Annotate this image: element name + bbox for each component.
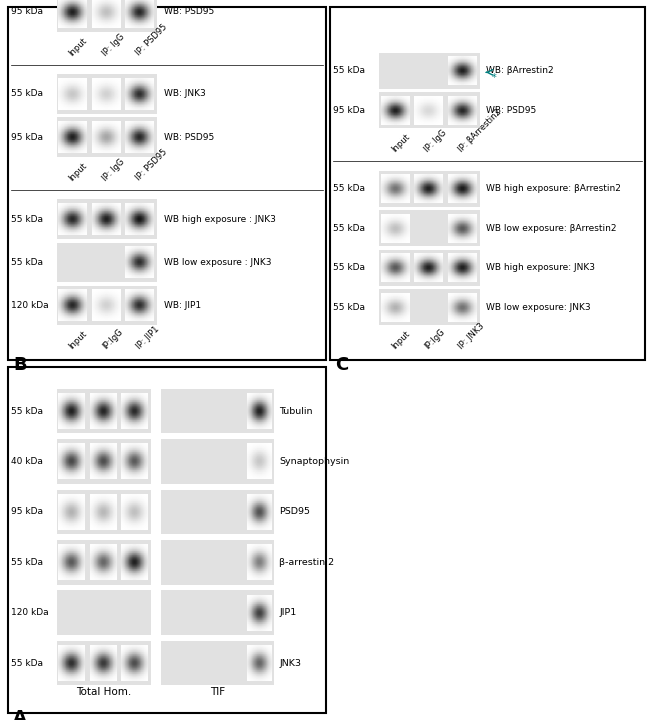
Text: 55 kDa: 55 kDa — [333, 264, 365, 272]
Text: JNK3: JNK3 — [280, 659, 302, 667]
Text: 120 kDa: 120 kDa — [11, 608, 49, 617]
Text: 55 kDa: 55 kDa — [11, 558, 43, 567]
Text: 95 kDa: 95 kDa — [333, 106, 365, 114]
Bar — [161, 439, 274, 484]
Text: WB high exposure : JNK3: WB high exposure : JNK3 — [164, 215, 276, 224]
Text: 55 kDa: 55 kDa — [11, 89, 43, 99]
Bar — [379, 53, 480, 89]
Bar — [330, 7, 645, 360]
Text: WB low exposure: βArrestin2: WB low exposure: βArrestin2 — [486, 224, 617, 233]
Text: WB: PSD95: WB: PSD95 — [164, 7, 214, 17]
Text: IP: IgG: IP: IgG — [101, 157, 126, 183]
Text: WB: PSD95: WB: PSD95 — [164, 132, 214, 142]
Text: 120 kDa: 120 kDa — [11, 301, 49, 310]
Text: 40 kDa: 40 kDa — [11, 457, 43, 466]
Text: IP: IgG: IP: IgG — [101, 32, 126, 58]
Bar — [57, 490, 151, 534]
Text: IP:IgG: IP:IgG — [423, 328, 447, 351]
Text: WB: βArrestin2: WB: βArrestin2 — [486, 66, 554, 75]
Text: Input: Input — [67, 330, 89, 351]
Bar — [57, 74, 157, 114]
Bar — [379, 210, 480, 246]
Text: 55 kDa: 55 kDa — [11, 258, 43, 267]
Bar — [57, 590, 151, 635]
Text: IP: IgG: IP: IgG — [423, 128, 448, 154]
Text: 95 kDa: 95 kDa — [11, 508, 43, 516]
Bar — [57, 439, 151, 484]
Text: C: C — [335, 356, 348, 374]
Text: PSD95: PSD95 — [280, 508, 311, 516]
Text: 55 kDa: 55 kDa — [333, 66, 365, 75]
Bar — [379, 92, 480, 128]
Text: 55 kDa: 55 kDa — [11, 407, 43, 415]
Text: Input: Input — [389, 132, 411, 154]
Text: 95 kDa: 95 kDa — [11, 7, 43, 17]
Bar — [379, 171, 480, 207]
Text: WB high exposure: JNK3: WB high exposure: JNK3 — [486, 264, 595, 272]
Bar — [161, 641, 274, 685]
Text: Input: Input — [67, 161, 89, 183]
Bar — [57, 389, 151, 433]
Text: IP: JIP1: IP: JIP1 — [134, 325, 161, 351]
Text: TIF: TIF — [210, 687, 225, 697]
Bar — [57, 199, 157, 239]
Text: IP: JNK3: IP: JNK3 — [456, 322, 486, 351]
Text: JIP1: JIP1 — [280, 608, 297, 617]
Text: 55 kDa: 55 kDa — [333, 184, 365, 193]
Text: 95 kDa: 95 kDa — [11, 132, 43, 142]
Bar — [161, 389, 274, 433]
Bar — [57, 0, 157, 32]
Text: B: B — [13, 356, 27, 374]
Bar — [379, 289, 480, 325]
Text: WB low exposure : JNK3: WB low exposure : JNK3 — [164, 258, 271, 267]
Bar — [57, 243, 157, 282]
Text: Input: Input — [389, 330, 411, 351]
Text: Tubulin: Tubulin — [280, 407, 313, 415]
Text: Input: Input — [67, 36, 89, 58]
Text: *: * — [491, 73, 496, 83]
Text: 55 kDa: 55 kDa — [11, 659, 43, 667]
Text: WB: PSD95: WB: PSD95 — [486, 106, 536, 114]
Bar — [161, 540, 274, 585]
Text: WB: JNK3: WB: JNK3 — [164, 89, 205, 99]
Bar — [161, 590, 274, 635]
Bar — [57, 286, 157, 325]
Text: Synaptophysin: Synaptophysin — [280, 457, 350, 466]
Bar — [8, 367, 326, 713]
Text: 55 kDa: 55 kDa — [333, 224, 365, 233]
Text: WB: JIP1: WB: JIP1 — [164, 301, 201, 310]
Text: 55 kDa: 55 kDa — [333, 303, 365, 312]
Bar — [57, 540, 151, 585]
Bar — [8, 7, 326, 360]
Text: WB low exposure: JNK3: WB low exposure: JNK3 — [486, 303, 591, 312]
Text: IP: βArrestin2: IP: βArrestin2 — [456, 107, 503, 154]
Text: β-arrestin 2: β-arrestin 2 — [280, 558, 335, 567]
Text: IP: PSD95: IP: PSD95 — [134, 148, 169, 183]
Bar — [161, 490, 274, 534]
Text: WB high exposure: βArrestin2: WB high exposure: βArrestin2 — [486, 184, 621, 193]
Text: IP:IgG: IP:IgG — [101, 328, 124, 351]
Text: A: A — [13, 709, 27, 720]
Text: 55 kDa: 55 kDa — [11, 215, 43, 224]
Text: IP: PSD95: IP: PSD95 — [134, 23, 169, 58]
Bar — [379, 250, 480, 286]
Bar — [57, 641, 151, 685]
Text: Total Hom.: Total Hom. — [76, 687, 131, 697]
Bar — [57, 117, 157, 157]
